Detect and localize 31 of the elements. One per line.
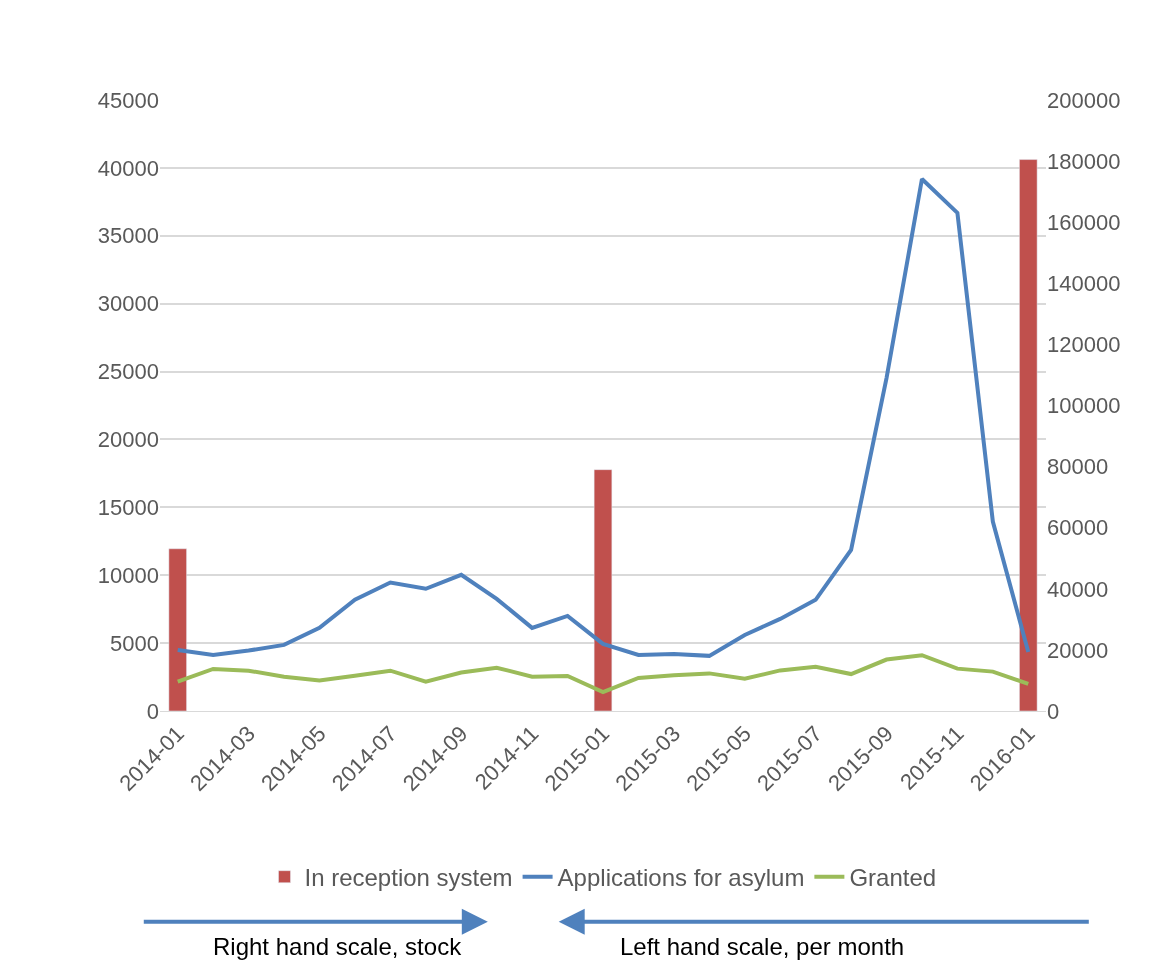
y2-tick-label: 80000 — [1047, 454, 1109, 480]
y-tick-label: 25000 — [97, 359, 159, 385]
line-series — [175, 177, 1031, 658]
y2-tick-label: 180000 — [1047, 148, 1121, 174]
y-tick-label: 40000 — [97, 155, 159, 181]
y-tick-label: 45000 — [97, 87, 159, 113]
bar — [593, 469, 613, 711]
text: Left hand scale, per month — [620, 933, 905, 960]
y-tick-label: 0 — [146, 698, 159, 724]
y2-tick-label: 120000 — [1047, 332, 1121, 358]
y2-tick-label: 60000 — [1047, 515, 1109, 541]
y-tick-label: 30000 — [97, 291, 159, 317]
legend-label: In reception system — [304, 864, 513, 892]
y-tick-label: 20000 — [97, 427, 159, 453]
y-tick-label: 35000 — [97, 223, 159, 249]
y2-tick-label: 100000 — [1047, 393, 1121, 419]
legend-label: Applications for asylum — [557, 864, 805, 892]
y2-tick-label: 140000 — [1047, 271, 1121, 296]
bar — [1019, 159, 1038, 711]
text: Right hand scale, stock — [213, 933, 463, 960]
y2-tick-label: 160000 — [1047, 209, 1121, 235]
y-tick-label: 10000 — [97, 562, 159, 588]
y2-tick-label: 40000 — [1047, 576, 1109, 602]
y2-tick-label: 200000 — [1047, 87, 1121, 113]
y2-tick-label: 0 — [1047, 698, 1060, 724]
legend-label: Granted — [849, 864, 937, 892]
y-tick-label: 5000 — [110, 630, 159, 656]
y2-tick-label: 20000 — [1047, 637, 1109, 663]
line-series — [175, 653, 1031, 694]
bar — [168, 548, 187, 711]
y-tick-label: 15000 — [97, 495, 159, 521]
